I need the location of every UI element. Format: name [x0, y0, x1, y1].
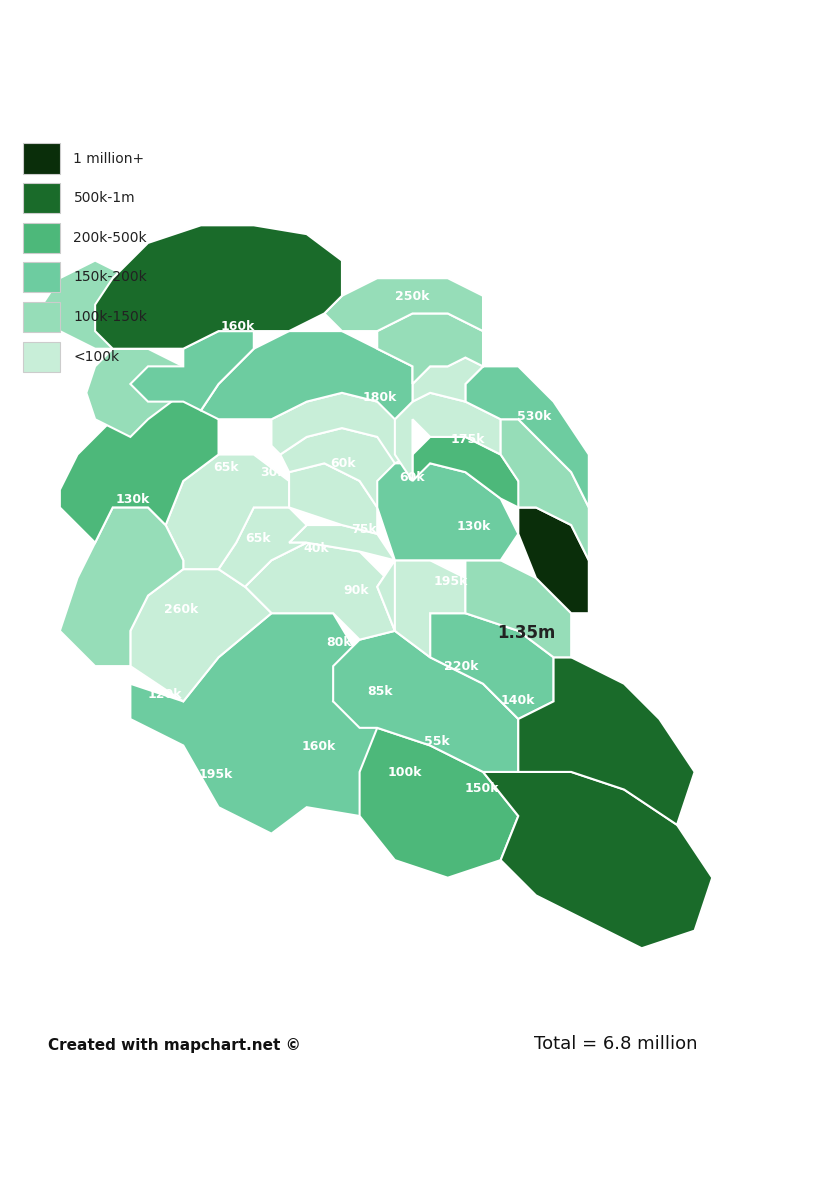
- Polygon shape: [166, 455, 289, 569]
- Text: 90k: 90k: [343, 584, 369, 598]
- Polygon shape: [219, 508, 307, 587]
- Text: 80k: 80k: [327, 636, 352, 649]
- Polygon shape: [289, 463, 377, 534]
- Polygon shape: [60, 392, 219, 542]
- Text: 530k: 530k: [517, 409, 551, 422]
- Polygon shape: [87, 349, 183, 437]
- Text: 620k: 620k: [541, 284, 576, 298]
- FancyBboxPatch shape: [23, 342, 59, 372]
- Text: 1 million+: 1 million+: [73, 151, 144, 166]
- Text: 120k: 120k: [148, 688, 182, 701]
- FancyBboxPatch shape: [23, 144, 59, 174]
- Polygon shape: [324, 278, 483, 331]
- Text: Total = 6.8 million: Total = 6.8 million: [534, 1034, 697, 1052]
- Text: 100k: 100k: [387, 766, 422, 779]
- Text: 85k: 85k: [367, 685, 393, 698]
- Text: 1.35m: 1.35m: [497, 624, 555, 642]
- Text: 130k: 130k: [116, 492, 150, 505]
- Text: 65k: 65k: [213, 462, 238, 474]
- Text: 60k: 60k: [399, 470, 426, 484]
- Polygon shape: [412, 437, 536, 508]
- Polygon shape: [430, 613, 554, 719]
- Polygon shape: [95, 226, 342, 349]
- Text: 260k: 260k: [164, 602, 199, 616]
- Text: 195k: 195k: [433, 575, 468, 588]
- Polygon shape: [501, 419, 589, 560]
- Text: 130k: 130k: [456, 520, 491, 533]
- Polygon shape: [412, 358, 483, 402]
- Polygon shape: [465, 560, 571, 658]
- Text: 60k: 60k: [331, 457, 356, 469]
- Text: 40k: 40k: [304, 541, 330, 554]
- Text: 150k-200k: 150k-200k: [73, 270, 147, 284]
- Text: <100k: <100k: [73, 349, 120, 364]
- Text: 540k: 540k: [233, 919, 267, 932]
- Polygon shape: [377, 560, 465, 658]
- FancyBboxPatch shape: [23, 223, 59, 253]
- Text: 55k: 55k: [424, 736, 450, 748]
- Text: 140k: 140k: [501, 695, 535, 708]
- Polygon shape: [360, 728, 518, 877]
- Text: 175k: 175k: [450, 433, 485, 446]
- Polygon shape: [289, 526, 395, 631]
- Text: 195k: 195k: [199, 768, 233, 781]
- Text: 250k: 250k: [395, 289, 430, 302]
- Text: 115k: 115k: [355, 853, 389, 866]
- Polygon shape: [42, 260, 148, 349]
- FancyBboxPatch shape: [23, 263, 59, 293]
- Polygon shape: [201, 331, 412, 419]
- Polygon shape: [280, 428, 430, 508]
- FancyBboxPatch shape: [23, 302, 59, 332]
- Polygon shape: [130, 613, 395, 834]
- Text: 160k: 160k: [221, 320, 255, 332]
- Polygon shape: [518, 658, 695, 824]
- Polygon shape: [483, 772, 712, 948]
- Text: 150k: 150k: [464, 782, 498, 796]
- Text: 200k-500k: 200k-500k: [73, 230, 147, 245]
- Polygon shape: [130, 331, 254, 410]
- Polygon shape: [465, 366, 589, 508]
- Text: Created with mapchart.net ©: Created with mapchart.net ©: [48, 1038, 300, 1052]
- Text: 160k: 160k: [302, 739, 337, 752]
- Text: 500k-1m: 500k-1m: [73, 191, 135, 205]
- Polygon shape: [518, 508, 589, 613]
- Text: 65k: 65k: [246, 532, 271, 545]
- Text: 180k: 180k: [363, 391, 398, 403]
- Polygon shape: [395, 392, 501, 481]
- Polygon shape: [245, 542, 395, 640]
- Polygon shape: [130, 569, 271, 701]
- Text: 145k: 145k: [99, 858, 134, 871]
- Polygon shape: [60, 508, 183, 666]
- FancyBboxPatch shape: [23, 184, 59, 214]
- Polygon shape: [271, 392, 412, 463]
- Text: 30k: 30k: [260, 466, 285, 479]
- Polygon shape: [377, 463, 518, 560]
- Text: 75k: 75k: [351, 523, 377, 535]
- Text: 100k-150k: 100k-150k: [73, 310, 148, 324]
- Text: 220k: 220k: [444, 660, 478, 672]
- Polygon shape: [377, 313, 483, 384]
- Polygon shape: [333, 631, 518, 772]
